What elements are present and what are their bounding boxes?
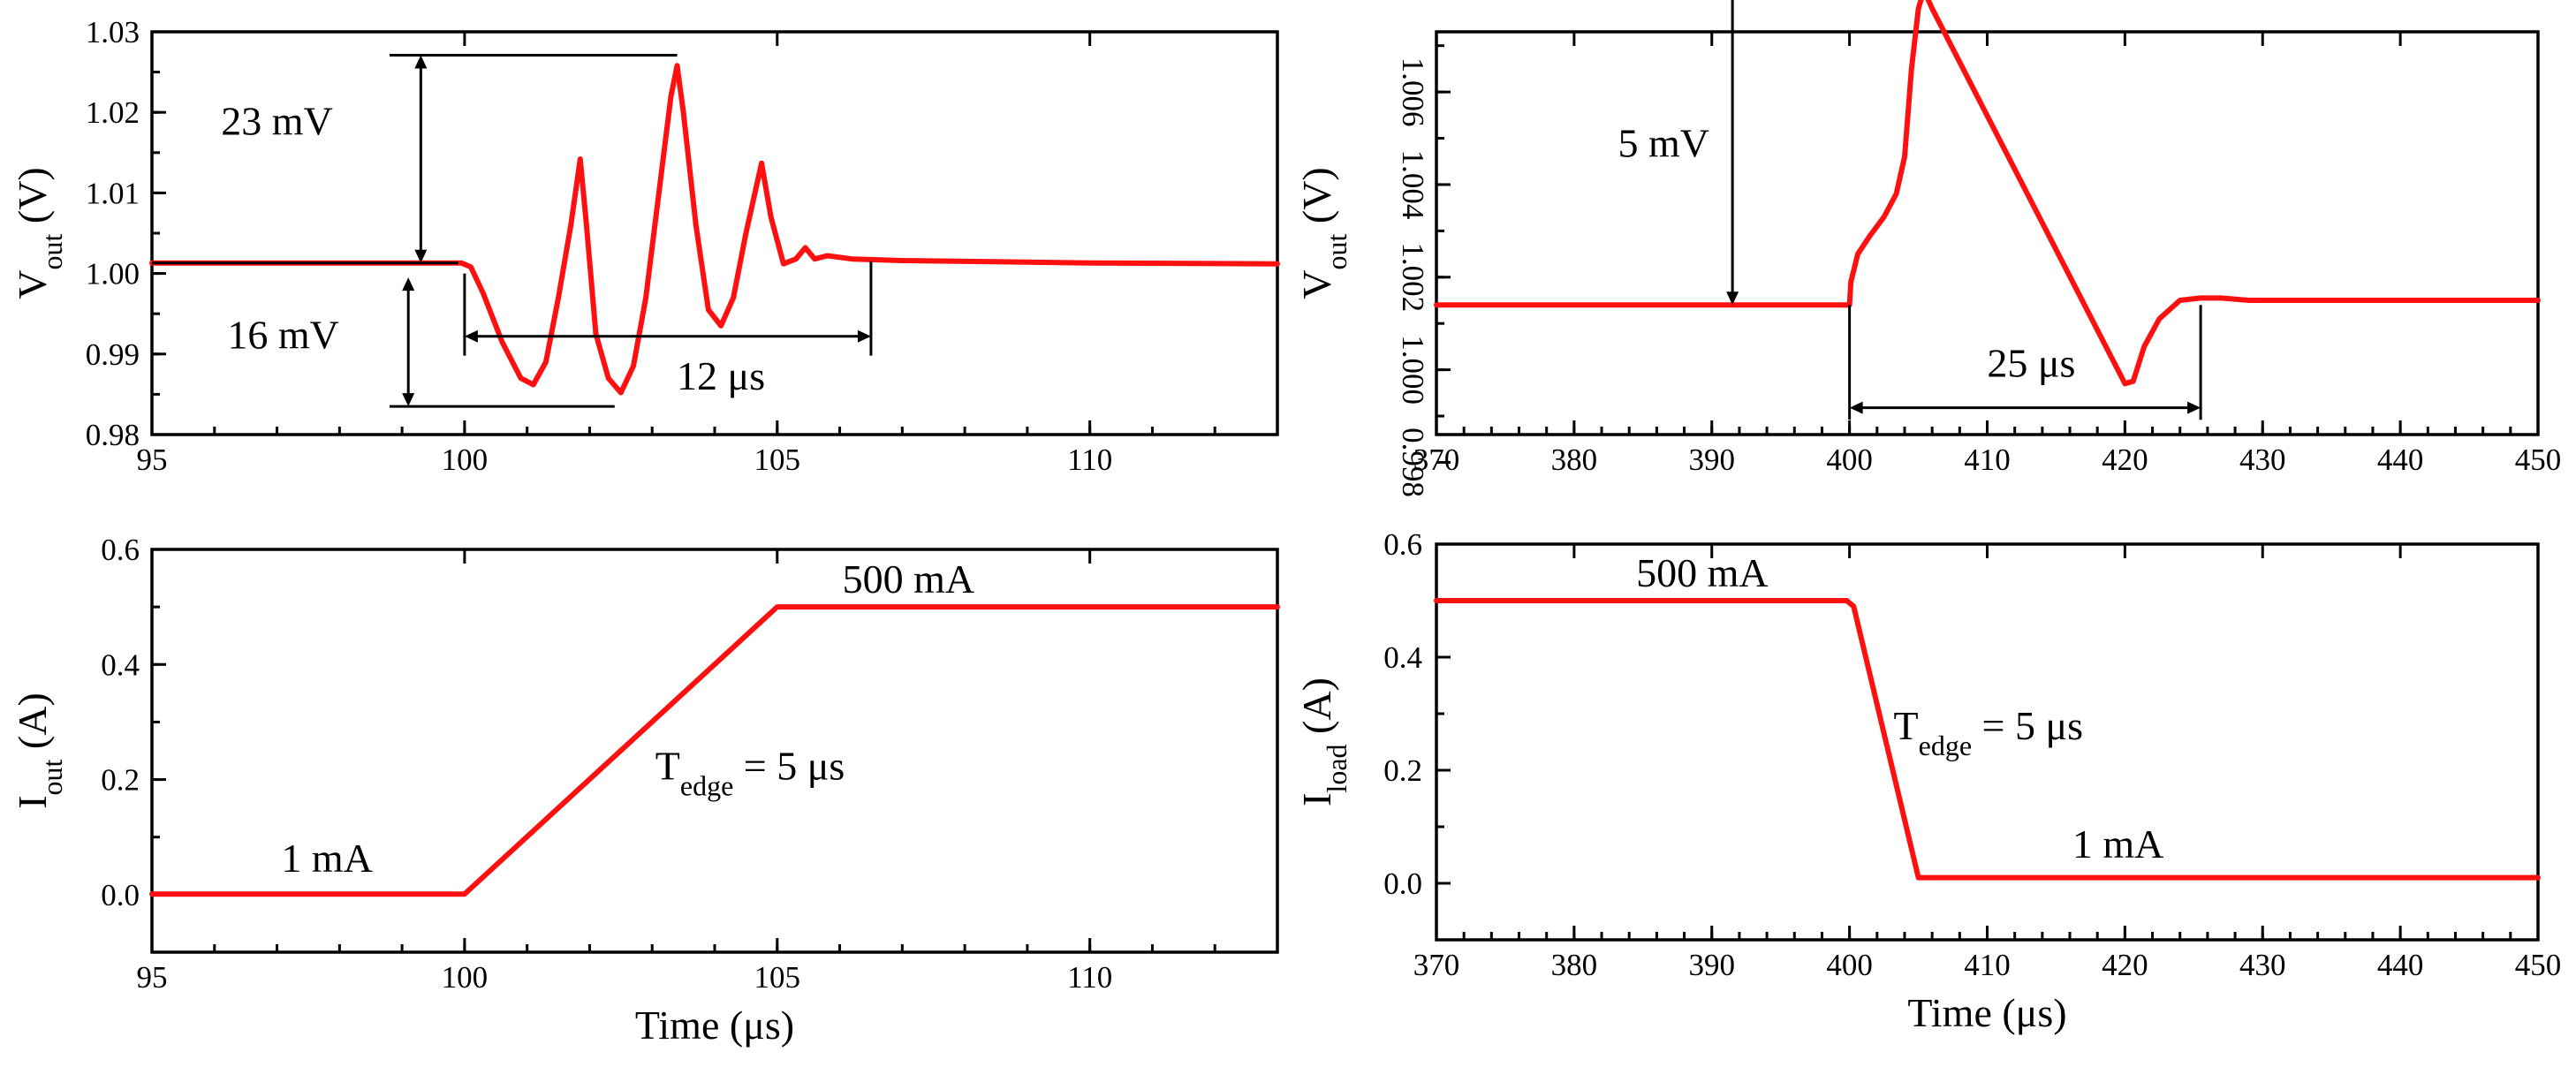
arrow-head <box>402 393 415 407</box>
x-tick-label: 430 <box>2239 443 2286 477</box>
y-tick-label: 0.998 <box>1396 428 1430 497</box>
y-tick-label: 1.00 <box>86 257 140 291</box>
arrow-head <box>402 277 415 291</box>
settling-time-label: 12 μs <box>677 353 765 398</box>
x-tick-label: 110 <box>1067 960 1112 995</box>
arrow-head <box>414 249 428 263</box>
x-tick-label: 400 <box>1826 948 1873 982</box>
y-tick-label: 0.6 <box>101 533 140 567</box>
arrow-head <box>414 55 428 69</box>
edge-time-label: Tedge = 5 μs <box>1894 703 2084 761</box>
y-axis-label: Vout (V) <box>1294 167 1352 299</box>
x-tick-label: 105 <box>754 443 801 477</box>
y-tick-label: 0.98 <box>86 418 140 452</box>
x-tick-label: 420 <box>2102 948 2148 982</box>
x-tick-label: 380 <box>1551 443 1598 477</box>
y-axis-label: Iload (A) <box>1294 677 1352 806</box>
y-tick-label: 1.03 <box>86 15 140 49</box>
x-tick-label: 440 <box>2377 948 2424 982</box>
panel-p1: 95 100 105 110 0.98 0.99 1.00 1.01 1.02 1.03 Vout … <box>10 15 1280 477</box>
panel-p4: 370 380 390 400 410 420 430 440 450 0.0 0.2 0.4 0.6 I… <box>1294 527 2561 1035</box>
arrow-head <box>2187 401 2201 414</box>
low-current-label: 1 mA <box>281 836 373 881</box>
series-line-vout <box>1434 0 2541 387</box>
overshoot-label: 23 mV <box>221 99 333 144</box>
y-tick-label: 0.0 <box>101 878 140 912</box>
x-axis-label: Time (μs) <box>635 1003 794 1048</box>
y-tick-label: 0.6 <box>1383 527 1422 562</box>
edge-time-label: Tedge = 5 μs <box>655 744 845 802</box>
x-tick-label: 400 <box>1826 443 1873 477</box>
high-current-label: 500 mA <box>843 556 975 602</box>
x-tick-label: 105 <box>754 960 801 995</box>
x-tick-label: 380 <box>1551 948 1598 982</box>
x-tick-label: 370 <box>1413 948 1460 982</box>
y-axis-label: Iout (A) <box>10 692 68 809</box>
x-tick-label: 390 <box>1689 443 1736 477</box>
y-tick-label: 0.4 <box>101 647 140 682</box>
x-tick-label: 110 <box>1067 443 1112 477</box>
x-tick-label: 450 <box>2515 443 2562 477</box>
arrow-head <box>1726 291 1739 306</box>
x-axis-label: Time (μs) <box>1907 990 2066 1035</box>
y-tick-label: 0.0 <box>1383 866 1422 901</box>
series-line-iload <box>1434 598 2541 881</box>
y-tick-label: 1.002 <box>1396 242 1430 312</box>
overshoot-label: 5 mV <box>1618 121 1709 166</box>
high-current-label: 500 mA <box>1636 550 1769 595</box>
y-tick-label: 0.2 <box>1383 753 1422 788</box>
low-current-label: 1 mA <box>2072 821 2164 866</box>
x-tick-label: 95 <box>137 960 168 995</box>
y-tick-label: 0.2 <box>101 763 140 798</box>
series-line-iout <box>149 604 1280 897</box>
x-tick-label: 100 <box>442 960 489 995</box>
y-tick-label: 1.004 <box>1396 150 1430 220</box>
series-line-vout <box>149 63 1280 396</box>
y-tick-label: 1.006 <box>1396 57 1430 127</box>
x-tick-label: 430 <box>2239 948 2286 982</box>
y-tick-label: 0.4 <box>1383 640 1422 675</box>
x-tick-label: 440 <box>2377 443 2424 477</box>
panel-p2: 370 380 390 400 410 420 430 440 450 0.998 1.000 1.0… <box>1294 0 2561 497</box>
arrow-head <box>1849 401 1863 414</box>
x-tick-label: 450 <box>2515 948 2562 982</box>
y-tick-label: 1.02 <box>86 95 140 130</box>
x-tick-label: 95 <box>137 443 168 477</box>
arrow-head <box>464 329 478 343</box>
undershoot-label: 16 mV <box>227 312 339 357</box>
y-axis-label: Vout (V) <box>10 167 68 299</box>
x-tick-label: 100 <box>442 443 489 477</box>
x-tick-label: 390 <box>1689 948 1736 982</box>
arrow-head <box>857 329 871 343</box>
panel-p3: 95 100 105 110 0.0 0.2 0.4 0.6 Iout (A) Time (μs)… <box>10 533 1280 1048</box>
x-tick-label: 410 <box>1964 948 2011 982</box>
y-tick-label: 1.01 <box>86 176 140 210</box>
x-tick-label: 370 <box>1413 443 1460 477</box>
x-tick-label: 410 <box>1964 443 2011 477</box>
y-tick-label: 0.99 <box>86 337 140 372</box>
x-tick-label: 420 <box>2102 443 2148 477</box>
y-tick-label: 1.000 <box>1396 335 1430 405</box>
settling-time-label: 25 μs <box>1987 340 2075 385</box>
